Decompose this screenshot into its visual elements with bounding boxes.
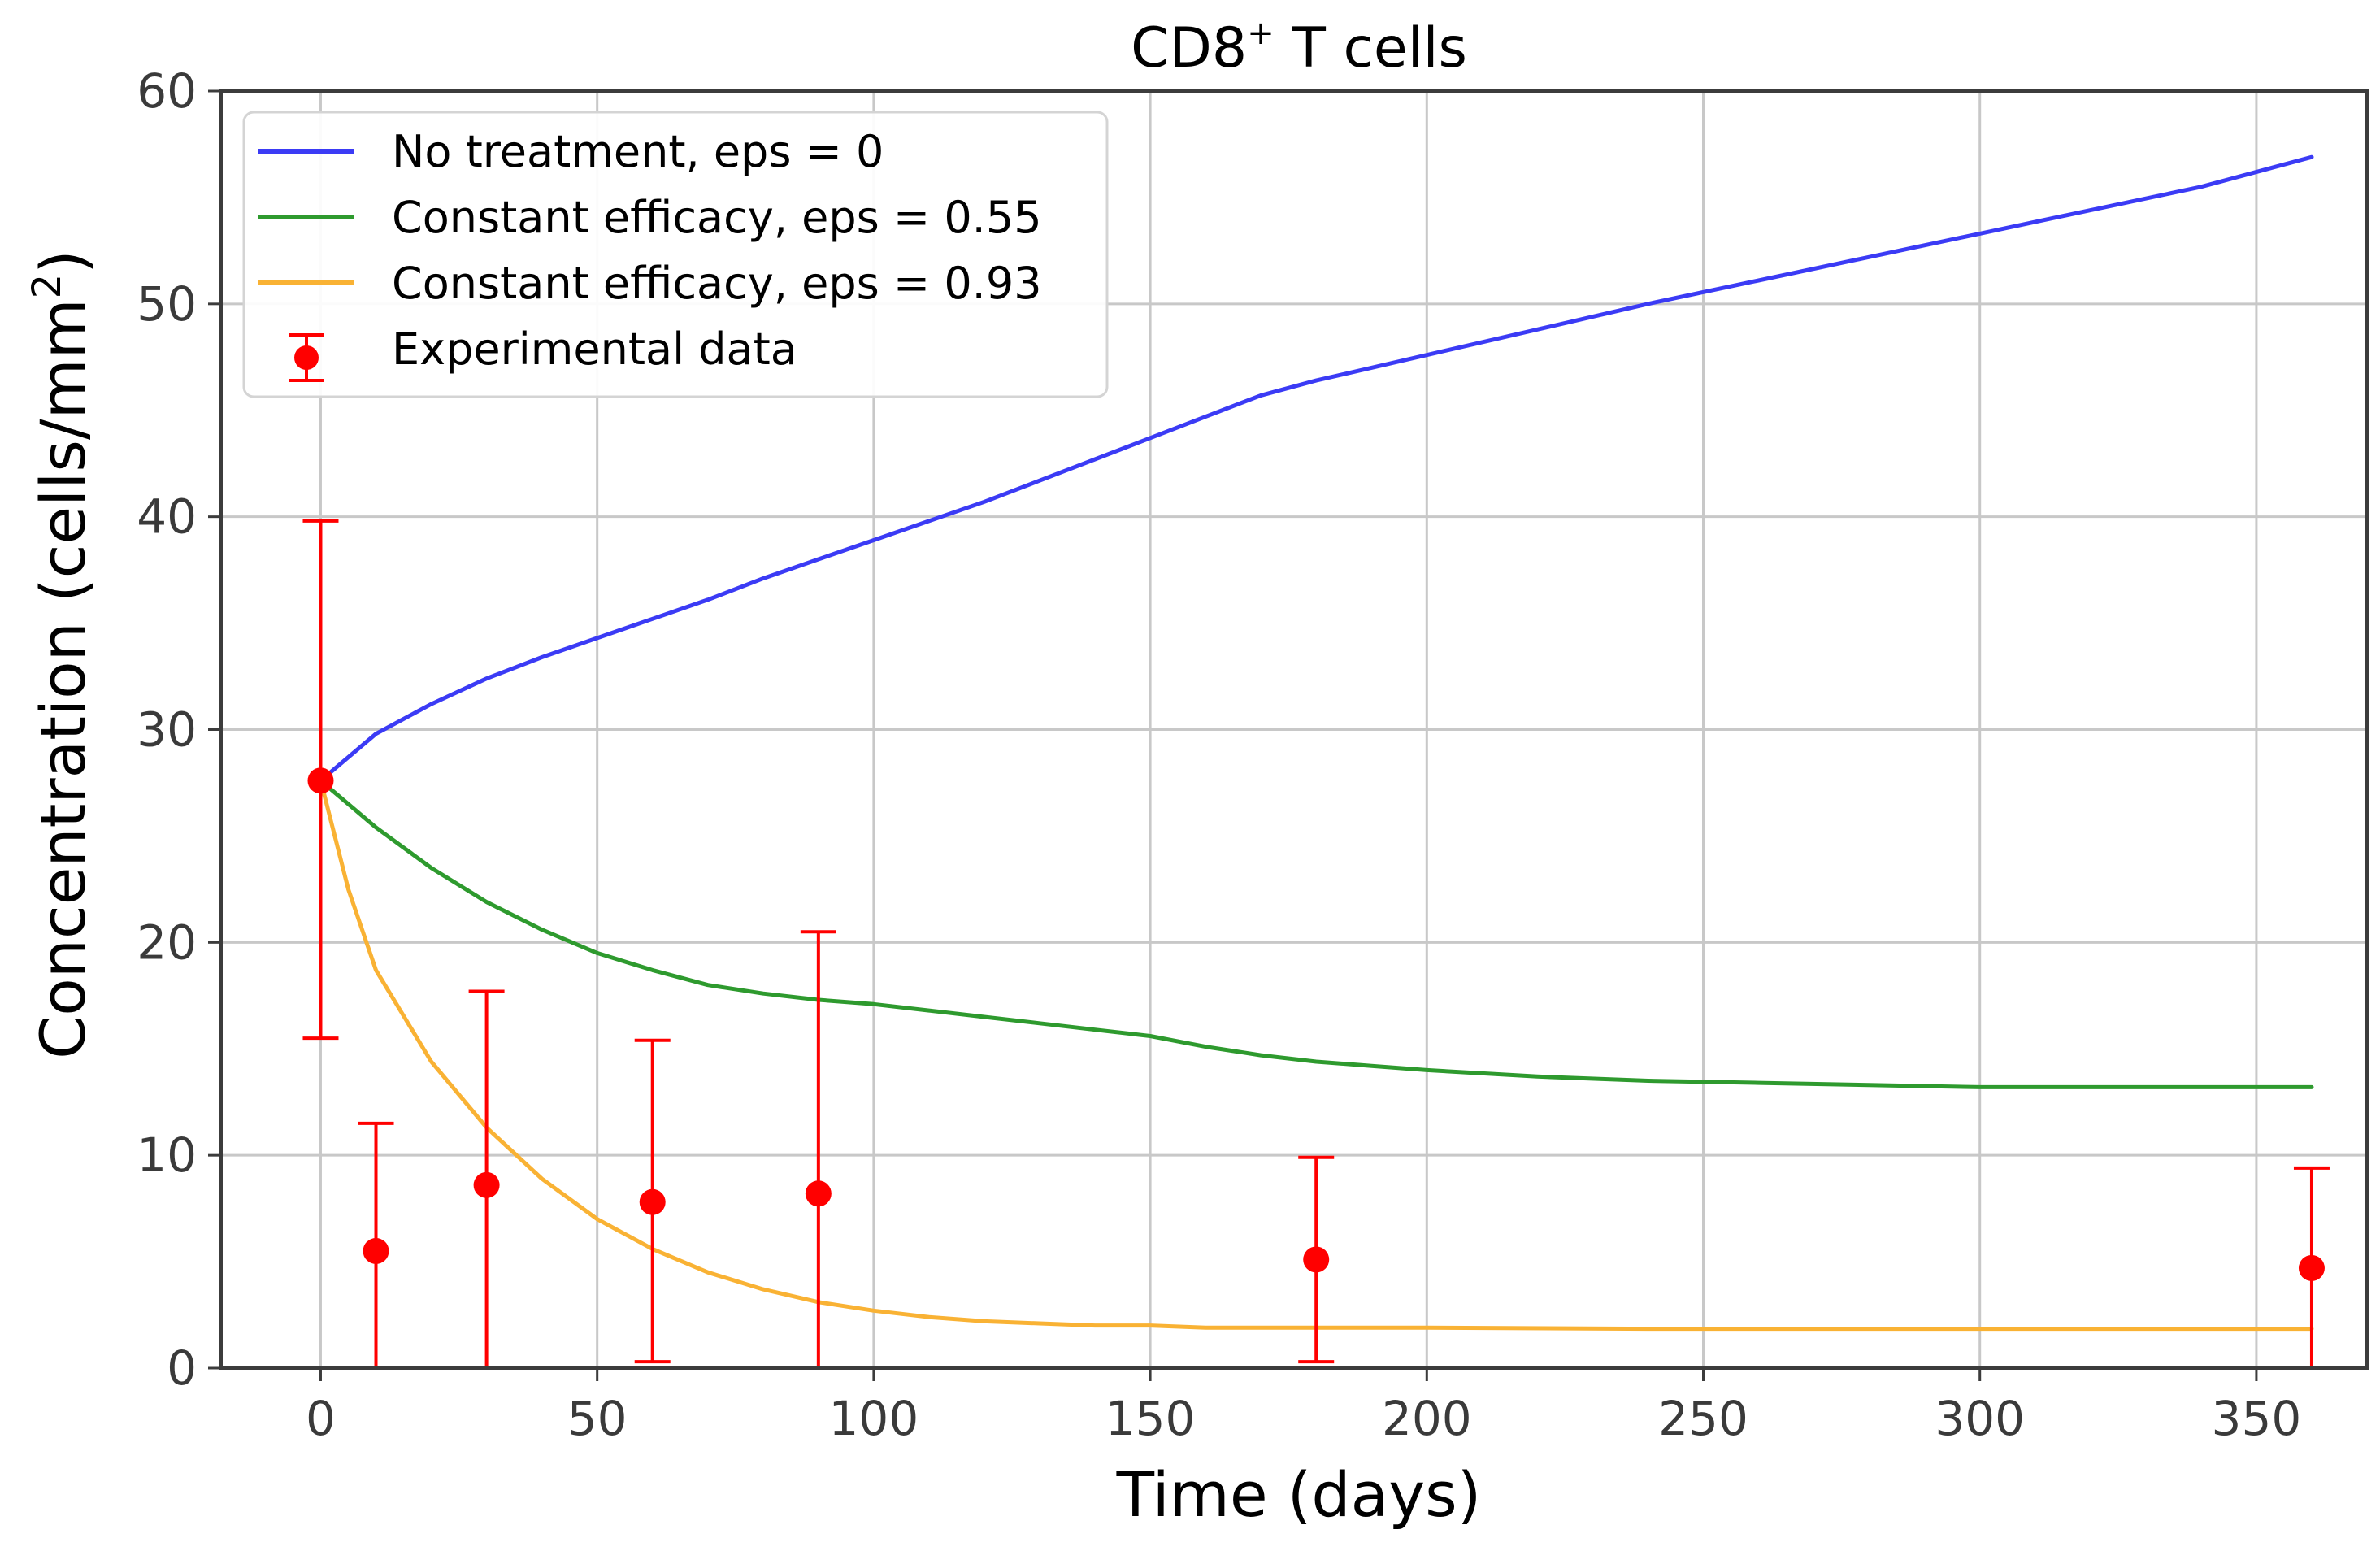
x-tick-label-250: 250: [1658, 1391, 1748, 1446]
x-tick-label-0: 0: [306, 1391, 336, 1446]
axis-ticks: [208, 89, 2258, 1381]
experimental-point-day-10: [358, 1121, 394, 1370]
experimental-data-layer: [302, 519, 2330, 1370]
y-axis-title: Concentration (cells/mm2): [24, 250, 99, 1059]
y-tick-label-50: 50: [137, 276, 197, 332]
x-axis-title: Time (days): [1116, 1458, 1482, 1531]
legend-label-experimental: Experimental data: [392, 324, 797, 375]
experimental-marker: [307, 767, 334, 794]
experimental-marker: [805, 1180, 832, 1207]
experimental-point-day-180: [1298, 1155, 1335, 1364]
y-tick-label-10: 10: [137, 1127, 197, 1183]
series-layer: [319, 154, 2314, 1332]
experimental-marker: [639, 1188, 666, 1215]
x-tick-label-300: 300: [1935, 1391, 2025, 1446]
x-tick-label-50: 50: [567, 1391, 628, 1446]
chart-title: CD8+ T cells: [1131, 15, 1467, 80]
x-tick-label-200: 200: [1382, 1391, 1472, 1446]
experimental-point-day-90: [800, 930, 836, 1370]
y-tick-label-30: 30: [137, 702, 197, 758]
legend-swatch-experimental-marker: [294, 345, 319, 370]
experimental-point-day-0: [302, 519, 339, 1041]
experimental-marker: [1303, 1246, 1330, 1273]
series-line-eps-055: [319, 778, 2314, 1089]
y-tick-labels: 0 10 20 30 40 50 60: [137, 63, 197, 1396]
x-tick-label-100: 100: [829, 1391, 919, 1446]
legend: No treatment, eps = 0 Constant efficacy,…: [242, 111, 1109, 398]
x-tick-label-350: 350: [2212, 1391, 2302, 1446]
y-tick-label-20: 20: [137, 915, 197, 970]
y-tick-label-0: 0: [167, 1340, 197, 1396]
legend-box: [242, 111, 1109, 398]
legend-label-no-treatment: No treatment, eps = 0: [392, 126, 884, 177]
x-tick-labels: 0 50 100 150 200 250 300 350: [306, 1391, 2301, 1446]
legend-label-eps-093: Constant efficacy, eps = 0.93: [392, 258, 1042, 309]
y-tick-label-40: 40: [137, 489, 197, 545]
experimental-point-day-60: [634, 1038, 671, 1364]
experimental-marker: [473, 1171, 500, 1198]
series-line-eps-093: [319, 778, 2314, 1332]
x-tick-label-150: 150: [1105, 1391, 1196, 1446]
y-tick-label-60: 60: [137, 63, 197, 119]
experimental-marker: [2298, 1254, 2325, 1281]
series-line-no-treatment: [319, 154, 2314, 783]
experimental-point-day-360: [2293, 1166, 2330, 1370]
experimental-marker: [363, 1237, 389, 1264]
legend-label-eps-055: Constant efficacy, eps = 0.55: [392, 192, 1042, 243]
